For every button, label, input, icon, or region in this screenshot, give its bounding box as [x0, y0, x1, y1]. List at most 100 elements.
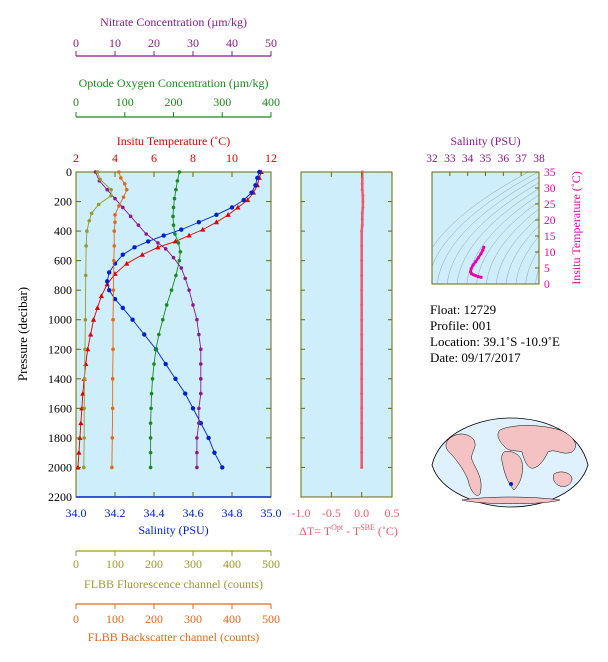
- ts-density-contour: [525, 248, 539, 284]
- ts-y-tick-label: 0: [544, 279, 550, 291]
- y-tick-label: 2200: [48, 490, 72, 504]
- ts-point: [476, 256, 480, 260]
- oxygen-point: [174, 273, 178, 278]
- salinity-point: [161, 233, 166, 238]
- temperature-point: [78, 420, 84, 426]
- temperature-point: [186, 232, 192, 238]
- backscatter-tick-label: 0: [73, 612, 79, 626]
- salinity-point: [253, 183, 258, 188]
- oxygen-point: [150, 377, 155, 381]
- ts-density-contours: [432, 172, 539, 284]
- temperature-tick-label: 2: [73, 151, 79, 165]
- profile-id: Profile: 001: [430, 318, 492, 333]
- salinity-point: [220, 465, 225, 470]
- oxygen-tick-label: 100: [116, 95, 134, 109]
- temperature-point: [225, 212, 231, 217]
- temperature-point: [76, 449, 82, 455]
- delta-point: [360, 176, 364, 180]
- delta-point: [360, 188, 364, 192]
- temperature-tick-label: 12: [265, 151, 277, 165]
- ts-marks: [468, 245, 486, 279]
- nitrate-point: [156, 241, 160, 245]
- temperature-tick-label: 10: [226, 151, 238, 165]
- salinity-point: [190, 406, 196, 411]
- superscript: SBE: [360, 523, 375, 532]
- salinity-tick-label: 34.0: [66, 506, 87, 520]
- superscript: Opt: [331, 523, 344, 532]
- backscatter-point: [113, 220, 117, 225]
- backscatter-tick-label: 300: [184, 612, 202, 626]
- salinity-point: [206, 435, 211, 441]
- nitrate-point: [113, 196, 117, 201]
- temperature-point: [104, 281, 110, 287]
- date: Date: 09/17/2017: [430, 350, 521, 365]
- y-tick-label: 1200: [48, 342, 72, 356]
- oxygen-axis-label: Optode Oxygen Concentration (µm/kg): [79, 76, 269, 90]
- temperature-tick-label: 8: [190, 151, 196, 165]
- delta-point: [360, 303, 364, 307]
- nitrate-point: [136, 223, 141, 227]
- y-tick-label: 1000: [48, 313, 72, 327]
- main-profile-marks: [75, 169, 264, 470]
- fluorescence-tick-label: 0: [73, 557, 79, 571]
- ts-x-tick-label: 38: [533, 153, 545, 165]
- delta-point: [360, 333, 364, 336]
- backscatter-tick-label: 400: [223, 612, 241, 626]
- delta-x-axis-label: ΔT= TOpt - TSBE (˚C): [299, 523, 398, 538]
- nitrate-point: [197, 421, 201, 425]
- main-profile-axes: 0200400600800100012001400160018002000220…: [15, 15, 282, 644]
- salinity-point: [106, 270, 112, 275]
- y-tick-label: 1800: [48, 431, 72, 445]
- oxygen-point: [172, 196, 177, 201]
- oxygen-point: [171, 214, 175, 219]
- ts-point: [481, 248, 485, 252]
- ts-y-tick-label: 30: [544, 183, 556, 195]
- ts-point: [474, 274, 478, 278]
- salinity-point: [105, 279, 110, 284]
- oxygen-point: [152, 362, 156, 366]
- ts-y-tick-label: 15: [544, 231, 556, 243]
- fluorescence-point: [82, 436, 86, 440]
- delta-x-tick-label: -0.5: [322, 506, 341, 520]
- fluorescence-tick-label: 100: [106, 557, 124, 571]
- label-part: - T: [343, 524, 361, 538]
- ts-y-tick-label: 35: [544, 167, 556, 179]
- fluorescence-profile-line: [83, 171, 112, 468]
- salinity-point: [163, 361, 168, 367]
- fluorescence-point: [95, 170, 100, 174]
- ts-density-contour: [486, 208, 539, 284]
- ts-density-contour: [476, 201, 539, 284]
- backscatter-point: [110, 377, 115, 381]
- oxygen-point: [178, 249, 183, 254]
- salinity-point: [145, 239, 151, 244]
- delta-point: [360, 244, 364, 248]
- backscatter-point: [117, 204, 121, 208]
- float-location-marker: [509, 482, 513, 486]
- delta-axes: -1.0 -0.5 0.0 0.5 ΔT= TOpt - TSBE (˚C): [292, 171, 400, 538]
- backscatter-point: [110, 406, 115, 411]
- nitrate-point: [199, 391, 203, 396]
- salinity-point: [255, 175, 260, 181]
- nitrate-point: [128, 214, 133, 219]
- backscatter-point: [124, 187, 129, 192]
- nitrate-point: [199, 347, 203, 352]
- salinity-point: [179, 227, 184, 232]
- salinity-point: [112, 296, 118, 302]
- delta-point: [361, 200, 365, 204]
- delta-point: [360, 362, 364, 366]
- y-axis-label: Pressure (decibar): [15, 287, 30, 381]
- temperature-point: [124, 260, 130, 266]
- nitrate-tick-label: 0: [73, 36, 79, 50]
- fluorescence-point: [83, 273, 88, 278]
- salinity-tick-label: 34.4: [144, 506, 165, 520]
- backscatter-point: [122, 182, 127, 186]
- temperature-point: [139, 251, 145, 257]
- oxygen-tick-label: 200: [165, 95, 183, 109]
- salinity-point: [212, 450, 217, 455]
- temperature-point: [90, 316, 97, 322]
- backscatter-point: [111, 347, 115, 352]
- nitrate-profile-line: [95, 171, 202, 468]
- salinity-point: [173, 376, 178, 382]
- salinity-point: [120, 305, 126, 311]
- oxygen-point: [173, 232, 177, 236]
